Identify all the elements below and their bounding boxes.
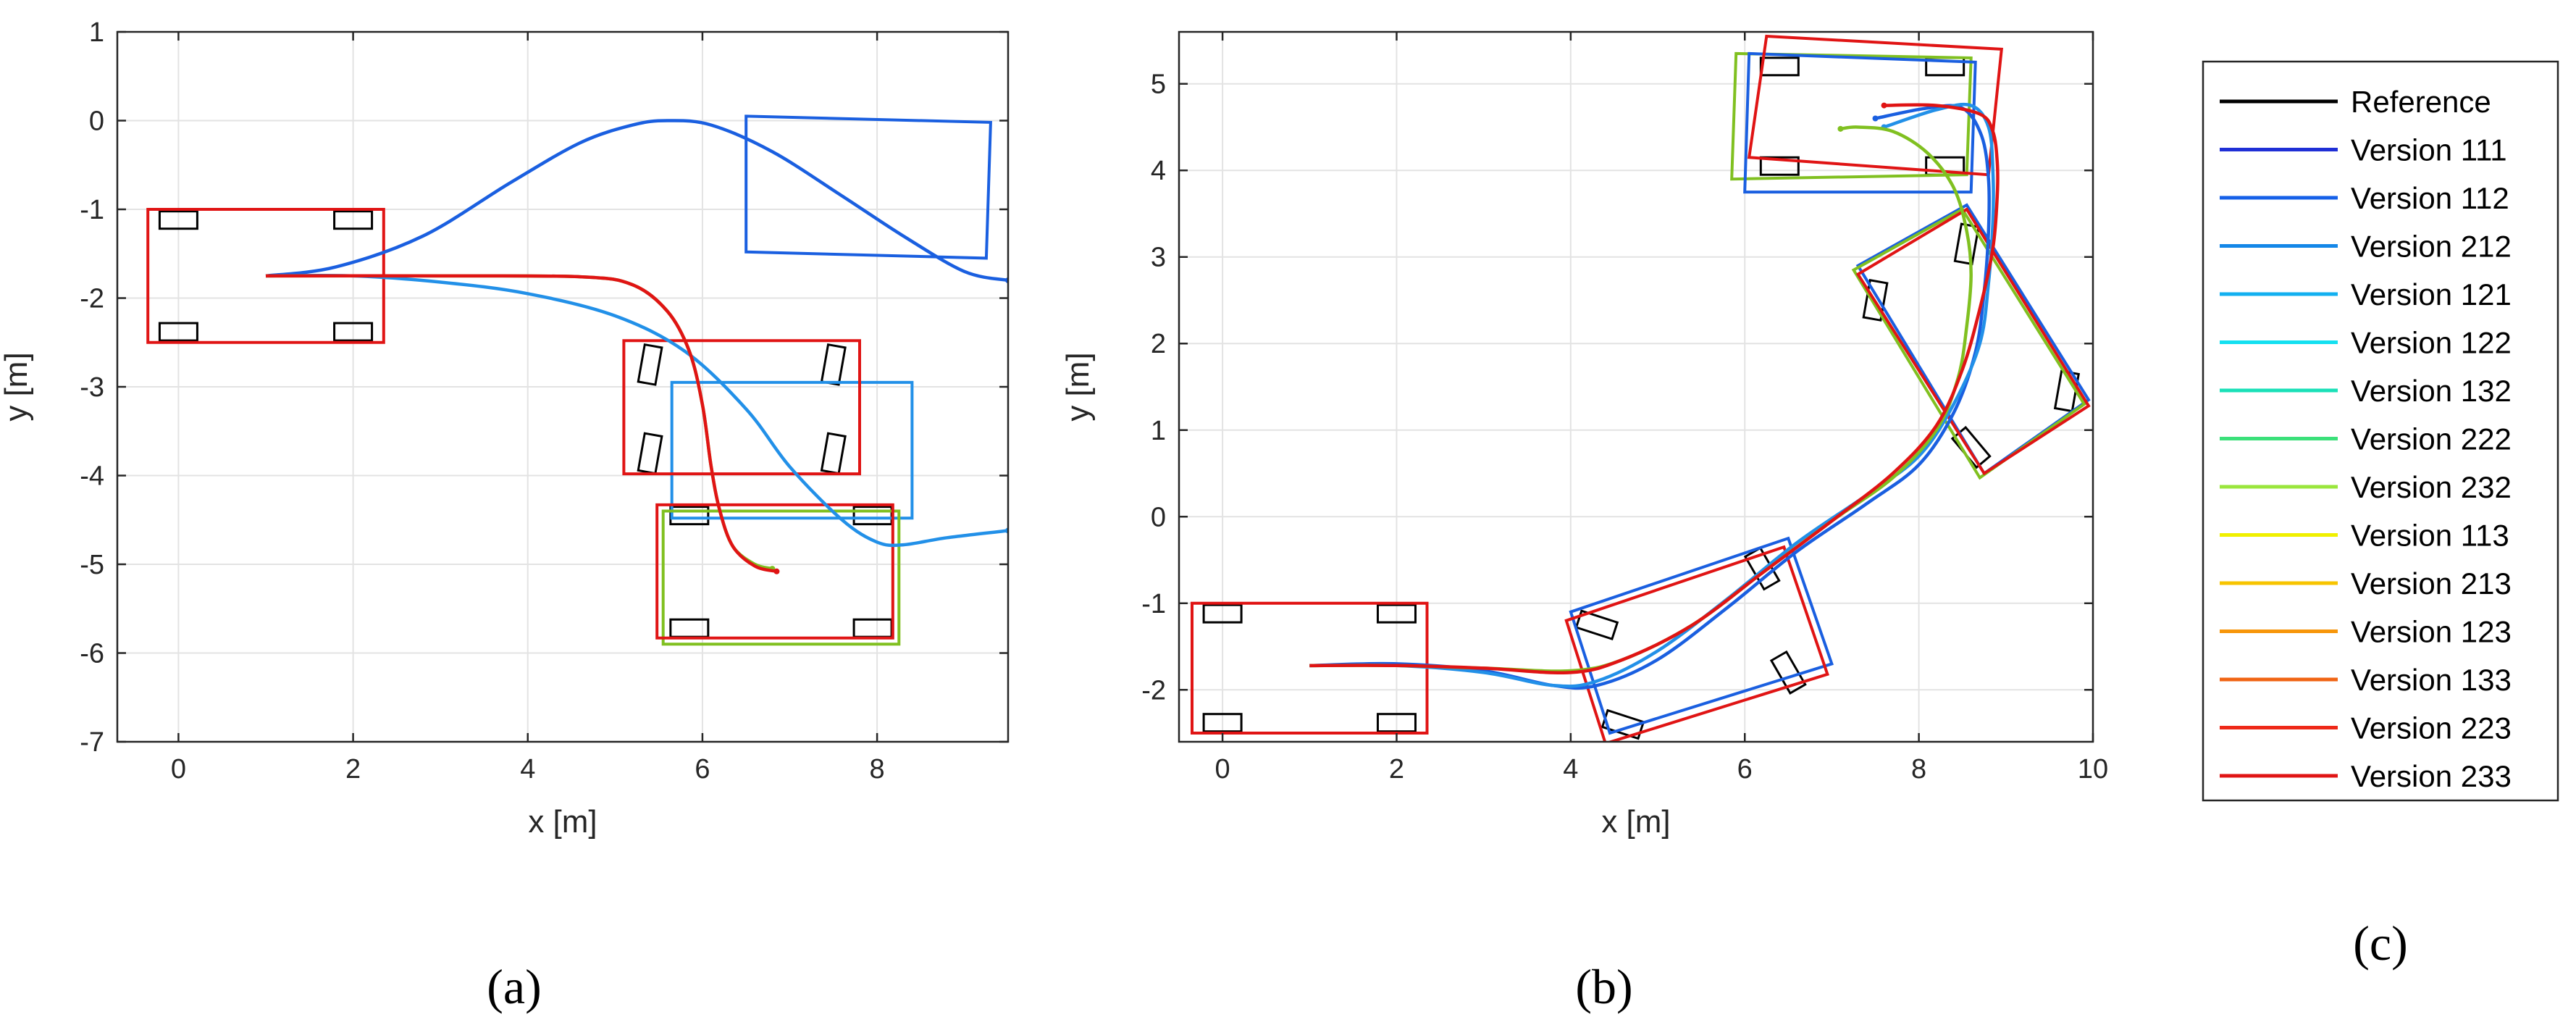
wheel-a-7 — [820, 432, 847, 475]
series-a-version-121 — [265, 273, 1008, 548]
y-tick-label: -6 — [80, 639, 104, 669]
legend-label-2: Version 112 — [2351, 181, 2509, 215]
vehicle-outline-b-5 — [1855, 207, 2091, 476]
vehicle-outline-a-0 — [146, 208, 385, 344]
axes-frame — [1178, 30, 2094, 743]
legend-label-7: Version 222 — [2351, 422, 2512, 456]
x-tick-label: 10 — [2078, 754, 2108, 785]
vehicle-outline-b-3 — [1855, 203, 2091, 476]
vehicle-outline-a-5 — [655, 503, 894, 640]
legend-label-13: Version 223 — [2351, 711, 2512, 745]
chart-panel-a: 0 2 4 6 810-1-2-3-4-5-6-7x [m]y [m] — [0, 17, 1010, 840]
x-tick-label: 2 — [1389, 754, 1404, 785]
legend-label-5: Version 122 — [2351, 326, 2512, 360]
y-tick-label: 5 — [1151, 70, 1166, 100]
legend: Reference Version 111 Version 112 Version 2… — [2202, 60, 2559, 802]
legend-label-10: Version 213 — [2351, 566, 2512, 601]
series-b-version-233 — [1309, 103, 2000, 674]
vehicle-outline-b-7 — [1743, 51, 1977, 194]
vehicle-outline-b-4 — [1851, 207, 2086, 480]
y-tick-label: -1 — [1141, 589, 1166, 619]
y-tick-label: 2 — [1151, 329, 1166, 359]
wheel-b-8 — [1862, 279, 1889, 322]
vehicle-outline-b-1 — [1569, 536, 1834, 735]
wheel-b-0 — [1202, 603, 1243, 624]
legend-label-0: Reference — [2351, 85, 2491, 119]
wheel-b-2 — [1202, 713, 1243, 733]
legend-label-14: Version 233 — [2351, 759, 2512, 793]
x-axis-label: x [m] — [528, 804, 597, 840]
legend-label-9: Version 113 — [2351, 519, 2509, 553]
x-tick-label: 0 — [171, 754, 186, 785]
y-tick-label: 0 — [1151, 502, 1166, 532]
legend-label-12: Version 133 — [2351, 663, 2512, 697]
wheel-a-2 — [158, 322, 198, 342]
y-tick-label: -4 — [80, 461, 104, 492]
wheel-a-4 — [637, 343, 663, 386]
x-axis-label: x [m] — [1601, 804, 1670, 840]
wheel-b-14 — [1759, 156, 1800, 176]
y-tick-label: -3 — [80, 372, 104, 403]
series-end-b-3 — [1881, 102, 1887, 109]
wheel-b-4 — [1574, 609, 1619, 640]
ticks: 0 2 4 6 810-1-2-3-4-5-6-7 — [80, 17, 1008, 785]
panel-label-a: (a) — [487, 959, 541, 1014]
x-tick-label: 2 — [345, 754, 361, 785]
series-a-version-233 — [265, 274, 777, 574]
legend-label-8: Version 232 — [2351, 470, 2512, 504]
y-axis-label: y [m] — [0, 352, 34, 421]
legend-label-1: Version 111 — [2351, 133, 2507, 167]
y-tick-label: 1 — [1151, 416, 1166, 446]
y-tick-label: -2 — [80, 284, 104, 314]
legend-frame — [2202, 60, 2559, 802]
data-layer — [1191, 34, 2091, 742]
y-tick-label: 3 — [1151, 243, 1166, 273]
vehicle-outline-a-1 — [744, 114, 992, 260]
wheel-a-6 — [637, 432, 663, 475]
legend-label-3: Version 212 — [2351, 230, 2512, 264]
panel-label-b: (b) — [1575, 959, 1632, 1014]
data-layer — [146, 114, 1008, 646]
wheel-a-0 — [158, 210, 198, 230]
legend-label-4: Version 121 — [2351, 277, 2512, 311]
x-tick-label: 4 — [1563, 754, 1578, 785]
wheel-a-1 — [333, 210, 374, 230]
wheel-b-9 — [1953, 222, 1980, 266]
vehicle-outline-b-2 — [1564, 545, 1829, 742]
series-end-a-3 — [773, 568, 780, 574]
wheel-b-3 — [1376, 713, 1417, 733]
series-end-b-2 — [1837, 125, 1844, 132]
panel-label-c: (c) — [2353, 916, 2407, 971]
y-tick-label: 0 — [89, 106, 104, 137]
x-tick-label: 6 — [1737, 754, 1753, 785]
vehicle-outline-a-4 — [661, 509, 901, 646]
y-tick-label: -5 — [80, 550, 104, 580]
wheel-a-3 — [333, 322, 374, 342]
vehicle-outline-b-6 — [1730, 51, 1973, 181]
x-tick-label: 0 — [1215, 754, 1230, 785]
y-tick-label: -7 — [80, 727, 104, 758]
wheel-b-1 — [1376, 603, 1417, 624]
wheel-b-7 — [1769, 650, 1807, 695]
legend-label-6: Version 132 — [2351, 374, 2512, 408]
plot-area — [1179, 32, 2093, 742]
series-a-version-112 — [265, 119, 1008, 283]
x-tick-label: 8 — [870, 754, 885, 785]
series-end-b-0 — [1872, 115, 1879, 122]
y-axis-label: y [m] — [1060, 352, 1096, 421]
x-tick-label: 8 — [1911, 754, 1926, 785]
y-tick-label: -2 — [1141, 675, 1166, 706]
y-tick-label: -1 — [80, 195, 104, 225]
vehicle-outline-a-3 — [622, 339, 861, 476]
y-tick-label: 1 — [89, 17, 104, 48]
legend-label-11: Version 123 — [2351, 615, 2512, 649]
vehicle-outline-b-0 — [1191, 601, 1429, 735]
x-tick-label: 4 — [520, 754, 535, 785]
x-tick-label: 6 — [695, 754, 710, 785]
y-tick-label: 4 — [1151, 156, 1166, 186]
